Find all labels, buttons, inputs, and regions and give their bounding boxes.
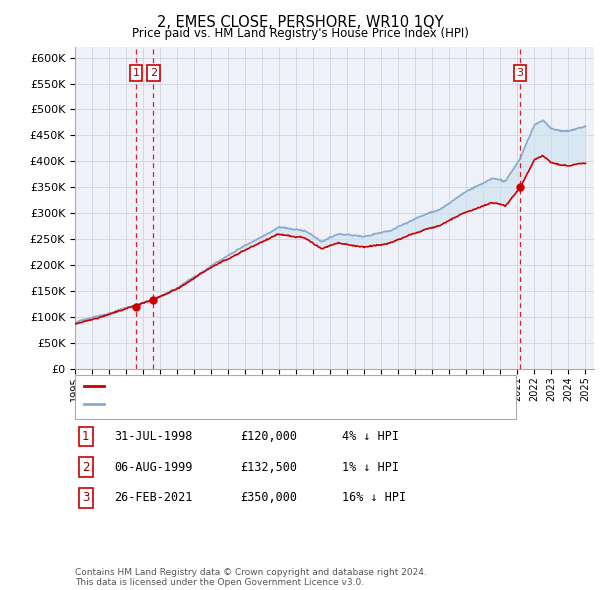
Text: £350,000: £350,000 <box>240 491 297 504</box>
Text: 3: 3 <box>517 68 523 78</box>
Text: £120,000: £120,000 <box>240 430 297 443</box>
Text: 3: 3 <box>82 491 89 504</box>
Text: 2, EMES CLOSE, PERSHORE, WR10 1QY: 2, EMES CLOSE, PERSHORE, WR10 1QY <box>157 15 443 30</box>
Text: 1% ↓ HPI: 1% ↓ HPI <box>342 461 399 474</box>
Text: Contains HM Land Registry data © Crown copyright and database right 2024.
This d: Contains HM Land Registry data © Crown c… <box>75 568 427 587</box>
Text: Price paid vs. HM Land Registry's House Price Index (HPI): Price paid vs. HM Land Registry's House … <box>131 27 469 40</box>
Text: HPI: Average price, detached house, Wychavon: HPI: Average price, detached house, Wych… <box>110 399 357 409</box>
Text: 2: 2 <box>150 68 157 78</box>
Text: 1: 1 <box>133 68 139 78</box>
Text: 2, EMES CLOSE, PERSHORE, WR10 1QY (detached house): 2, EMES CLOSE, PERSHORE, WR10 1QY (detac… <box>110 382 408 391</box>
Text: 4% ↓ HPI: 4% ↓ HPI <box>342 430 399 443</box>
Text: 16% ↓ HPI: 16% ↓ HPI <box>342 491 406 504</box>
Text: 06-AUG-1999: 06-AUG-1999 <box>114 461 193 474</box>
Text: 2: 2 <box>82 461 89 474</box>
Text: 1: 1 <box>82 430 89 443</box>
Text: 31-JUL-1998: 31-JUL-1998 <box>114 430 193 443</box>
Text: 26-FEB-2021: 26-FEB-2021 <box>114 491 193 504</box>
Text: £132,500: £132,500 <box>240 461 297 474</box>
